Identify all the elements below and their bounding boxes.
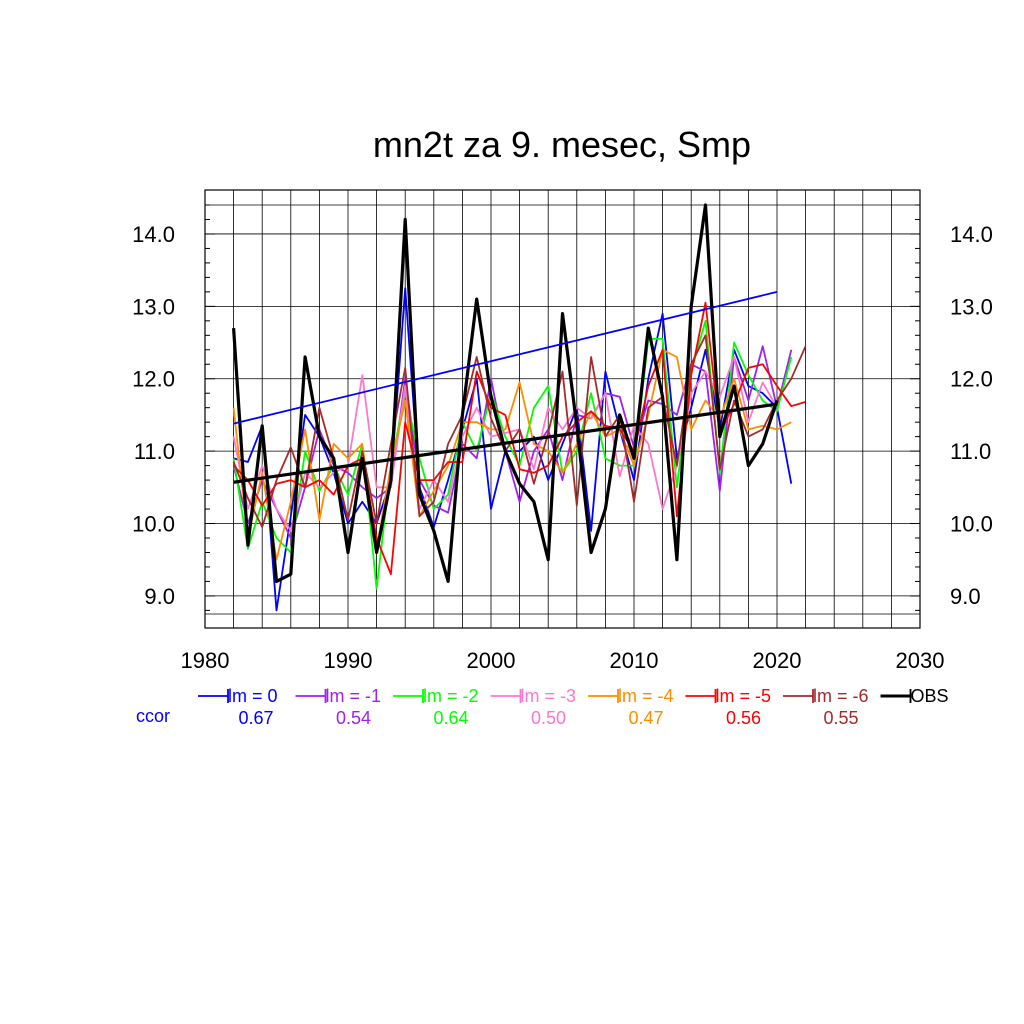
legend-label: lm = 0 — [228, 686, 278, 706]
series-line-lm-4 — [232, 348, 792, 561]
series-line-lm-6 — [232, 334, 807, 528]
ccor-value: 0.56 — [726, 708, 761, 728]
x-tick-label: 1990 — [324, 648, 373, 673]
ccor-value: 0.64 — [433, 708, 468, 728]
plot-area: 9.0 9.0 10.0 10.0 11.0 11.0 12.0 12.0 13.0 13.0 14… — [132, 189, 993, 673]
ccor-value: 0.50 — [531, 708, 566, 728]
y-tick-label-right: 12.0 — [950, 367, 993, 392]
y-tick-label-right: 13.0 — [950, 294, 993, 319]
legend-label: lm = -5 — [716, 686, 772, 706]
y-tick-label-left: 10.0 — [132, 512, 175, 537]
y-tick-label-left: 14.0 — [132, 222, 175, 247]
y-tick-label-left: 11.0 — [134, 439, 175, 464]
x-tick-label: 1980 — [181, 648, 230, 673]
legend-label: OBS — [911, 686, 949, 706]
y-tick-label-right: 9.0 — [950, 584, 981, 609]
legend-label: lm = -4 — [618, 686, 674, 706]
y-tick-label-right: 10.0 — [950, 512, 993, 537]
y-tick-label-left: 9.0 — [144, 584, 175, 609]
chart-title: mn2t za 9. mesec, Smp — [373, 124, 751, 165]
ccor-label: ccor — [136, 706, 170, 726]
x-tick-label: 2000 — [467, 648, 516, 673]
trend-line-obs — [233, 402, 778, 484]
ccor-value: 0.67 — [238, 708, 273, 728]
x-tick-label: 2010 — [610, 648, 659, 673]
y-tick-label-left: 12.0 — [132, 367, 175, 392]
legend-label: lm = -1 — [326, 686, 382, 706]
legend-label: lm = -2 — [423, 686, 479, 706]
x-tick-label: 2030 — [896, 648, 945, 673]
legend-label: lm = -6 — [813, 686, 869, 706]
x-tick-label: 2020 — [753, 648, 802, 673]
y-tick-label-right: 14.0 — [950, 222, 993, 247]
y-tick-label-left: 13.0 — [132, 294, 175, 319]
series-line-lm-5 — [232, 301, 806, 576]
series-line-obs — [232, 203, 779, 584]
y-tick-label-right: 11.0 — [950, 439, 991, 464]
ccor-value: 0.54 — [336, 708, 371, 728]
ccor-value: 0.47 — [628, 708, 663, 728]
legend-label: lm = -3 — [521, 686, 577, 706]
trend-line-lm-0 — [233, 290, 778, 425]
plot-border — [204, 189, 921, 629]
ccor-value: 0.55 — [823, 708, 858, 728]
